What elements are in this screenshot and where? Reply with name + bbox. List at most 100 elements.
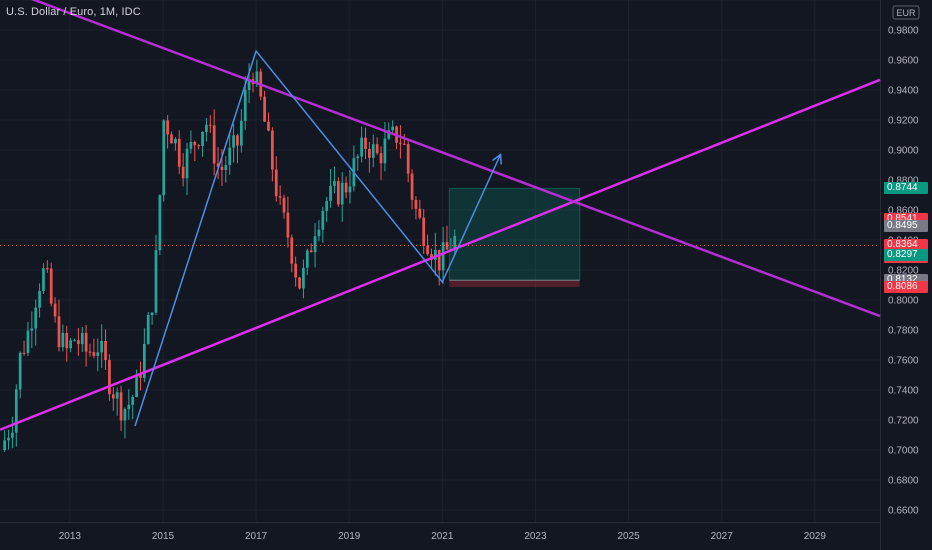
candle-body <box>131 396 135 405</box>
y-tick-label: 0.9200 <box>888 116 919 127</box>
price-tag-value: 0.8364 <box>887 239 918 251</box>
x-tick-label: 2021 <box>431 531 454 542</box>
candle-body <box>185 148 189 179</box>
candle-body <box>162 120 166 196</box>
candle-body <box>77 340 80 345</box>
candle-body <box>123 409 127 421</box>
y-tick-label: 0.7200 <box>888 416 919 427</box>
candle-body <box>108 360 111 395</box>
trendline[interactable] <box>0 0 881 318</box>
candle-body <box>313 236 317 253</box>
position-profit-zone[interactable] <box>448 187 581 281</box>
candle-body <box>224 165 228 170</box>
candle-body <box>271 130 274 170</box>
price-tag-value: 0.8297 <box>887 249 918 261</box>
candle-body <box>263 96 266 122</box>
pattern-path[interactable] <box>134 49 502 427</box>
candle-body <box>73 340 76 342</box>
x-tick-label: 2013 <box>59 531 82 542</box>
candle-body <box>383 138 387 164</box>
candle-body <box>3 440 7 450</box>
y-tick-label: 0.8000 <box>888 296 919 307</box>
candle-body <box>368 148 371 158</box>
candle-body <box>30 328 34 331</box>
candle-body <box>329 185 332 201</box>
candle-body <box>336 181 340 205</box>
candle-body <box>92 351 96 356</box>
candle-body <box>410 173 414 200</box>
y-tick-label: 0.9800 <box>888 26 919 37</box>
symbol-title: U.S. Dollar / Euro, 1M, IDC <box>6 6 141 18</box>
candle-body <box>11 432 14 438</box>
candle-body <box>220 166 224 170</box>
candle-body <box>391 126 395 131</box>
candle-body <box>115 392 119 399</box>
y-tick-label: 0.6800 <box>888 476 919 487</box>
candle-body <box>375 144 379 154</box>
candle-body <box>69 340 72 349</box>
candle-body <box>104 340 107 361</box>
candle-body <box>282 197 286 213</box>
candle-body <box>267 121 270 131</box>
candle-body <box>197 145 201 147</box>
candle-body <box>453 236 457 250</box>
y-tick-label: 0.9000 <box>888 146 919 157</box>
price-tag: 0.8297 <box>884 249 928 262</box>
candle-body <box>406 144 410 174</box>
candle-body <box>201 131 204 147</box>
candle-body <box>228 147 232 166</box>
candle-body <box>216 163 220 167</box>
candle-body <box>302 267 305 289</box>
y-tick-label: 0.8800 <box>888 176 919 187</box>
candle-body <box>321 210 325 230</box>
candle-body <box>247 79 251 90</box>
candle-body <box>236 135 239 146</box>
candle-body <box>57 316 61 348</box>
price-tag-value: 0.8541 <box>887 212 918 224</box>
candle-body <box>340 182 344 205</box>
candle-body <box>7 437 10 441</box>
candle-body <box>26 330 30 353</box>
candle-body <box>158 195 162 251</box>
candle-body <box>232 135 235 148</box>
candle-body <box>170 134 173 144</box>
x-tick-label: 2027 <box>711 531 734 542</box>
candle-body <box>193 141 197 146</box>
candle-body <box>333 181 336 186</box>
trendline[interactable] <box>0 78 881 431</box>
candle-body <box>18 352 22 390</box>
y-tick-label: 0.7400 <box>888 386 919 397</box>
price-tag: 0.8495 <box>884 219 928 232</box>
price-tag: 0.8086 <box>884 281 928 294</box>
candle-body <box>422 217 426 246</box>
candle-body <box>239 120 243 146</box>
candle-body <box>286 212 290 238</box>
candle-body <box>22 352 26 354</box>
candle-body <box>309 250 313 253</box>
y-tick-label: 0.6600 <box>888 506 919 517</box>
position-loss-zone[interactable] <box>449 280 580 288</box>
x-tick-label: 2023 <box>524 531 547 542</box>
candle-body <box>146 315 150 344</box>
currency-box[interactable] <box>892 5 920 20</box>
candle-body <box>150 312 154 316</box>
candle-body <box>414 199 418 209</box>
y-tick-label: 0.8600 <box>888 206 919 217</box>
y-tick-label: 0.7600 <box>888 356 919 367</box>
price-tag-value: 0.8086 <box>887 281 918 293</box>
candle-body <box>80 332 84 345</box>
candle-body <box>49 268 53 304</box>
candle-body <box>34 307 38 329</box>
candle-body <box>278 196 282 198</box>
candle-body <box>418 208 422 218</box>
candle-body <box>139 374 142 378</box>
candle-body <box>445 242 449 250</box>
candle-body <box>88 351 92 353</box>
candle-body <box>154 250 158 313</box>
candle-body <box>243 89 247 121</box>
candle-body <box>441 242 445 271</box>
candle-body <box>433 249 437 260</box>
candle-body <box>166 120 169 135</box>
